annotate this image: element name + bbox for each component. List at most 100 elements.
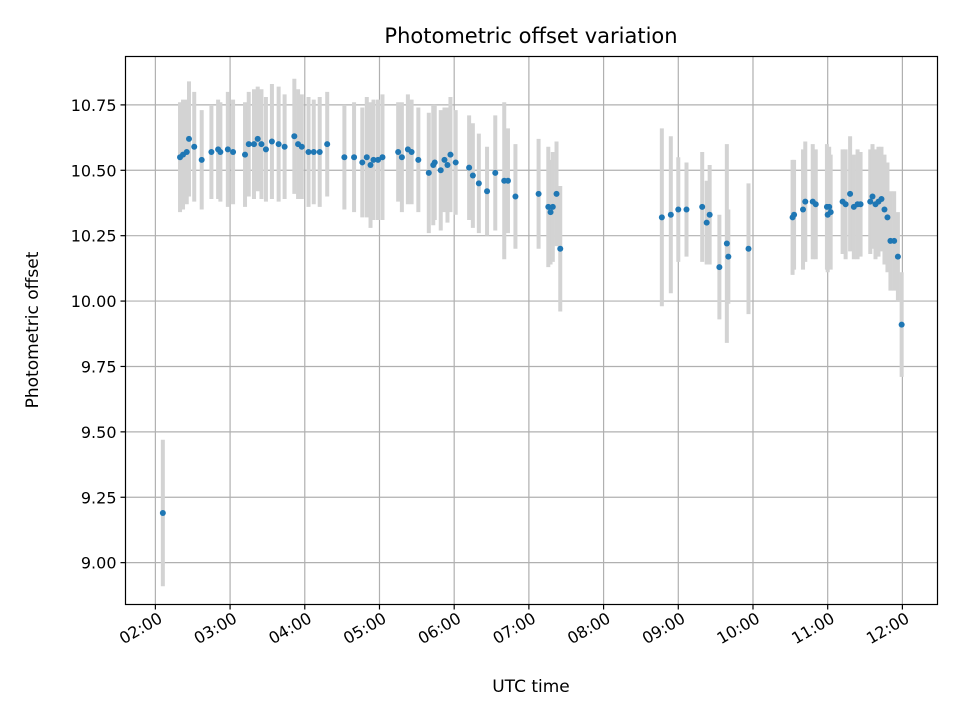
x-tick-label: 08:00 bbox=[564, 609, 613, 649]
data-point bbox=[447, 151, 454, 158]
data-point bbox=[800, 206, 807, 213]
data-point bbox=[683, 206, 690, 213]
data-point bbox=[867, 198, 874, 205]
data-point bbox=[466, 164, 473, 171]
data-point bbox=[359, 159, 366, 166]
data-point bbox=[469, 172, 476, 179]
data-point bbox=[667, 211, 674, 218]
data-point bbox=[370, 156, 377, 163]
data-point bbox=[557, 245, 564, 252]
grid-lines bbox=[125, 56, 938, 605]
data-point bbox=[826, 203, 833, 210]
data-point bbox=[379, 154, 386, 161]
data-point bbox=[475, 180, 482, 187]
x-tick-label: 12:00 bbox=[863, 609, 912, 649]
data-point bbox=[262, 146, 269, 153]
data-point bbox=[242, 151, 249, 158]
data-point bbox=[716, 264, 723, 271]
data-point bbox=[425, 169, 432, 176]
data-point bbox=[159, 509, 166, 516]
data-point bbox=[535, 190, 542, 197]
data-point bbox=[891, 237, 898, 244]
data-point bbox=[245, 141, 252, 148]
data-point bbox=[549, 203, 556, 210]
x-axis-ticks: 02:00 03:00 04:00 05:00 06:00 07:00 08:00 09:00… bbox=[116, 604, 912, 649]
x-tick-label: 02:00 bbox=[116, 609, 165, 649]
data-point bbox=[857, 201, 864, 208]
data-point bbox=[484, 188, 491, 195]
data-point bbox=[305, 148, 312, 155]
data-point bbox=[291, 133, 298, 140]
data-point bbox=[298, 143, 305, 150]
data-point bbox=[545, 203, 552, 210]
data-point bbox=[553, 190, 560, 197]
data-point bbox=[275, 141, 282, 148]
data-point bbox=[898, 321, 905, 328]
data-point bbox=[881, 206, 888, 213]
data-point bbox=[675, 206, 682, 213]
data-point bbox=[374, 156, 381, 163]
x-tick-label: 10:00 bbox=[714, 609, 763, 649]
data-point bbox=[452, 159, 459, 166]
data-point bbox=[492, 169, 499, 176]
data-point bbox=[723, 240, 730, 247]
chart-title: Photometric offset variation bbox=[384, 24, 677, 48]
x-tick-label: 05:00 bbox=[340, 609, 389, 649]
data-point bbox=[217, 148, 224, 155]
data-point bbox=[869, 193, 876, 200]
data-point bbox=[268, 138, 275, 145]
data-point bbox=[185, 135, 192, 142]
y-tick-label: 10.50 bbox=[71, 161, 117, 180]
data-point bbox=[230, 148, 237, 155]
data-point bbox=[281, 143, 288, 150]
data-point bbox=[324, 141, 331, 148]
data-point bbox=[437, 167, 444, 174]
data-point bbox=[398, 154, 405, 161]
error-bars bbox=[160, 78, 904, 587]
data-point bbox=[395, 148, 402, 155]
data-point bbox=[363, 154, 370, 161]
data-point bbox=[415, 156, 422, 163]
data-point bbox=[198, 156, 205, 163]
data-point bbox=[842, 201, 849, 208]
x-axis-title: UTC time bbox=[492, 677, 570, 697]
data-point bbox=[224, 146, 231, 153]
y-tick-label: 10.00 bbox=[71, 292, 117, 311]
x-tick-label: 04:00 bbox=[265, 609, 314, 649]
x-tick-label: 11:00 bbox=[788, 609, 837, 649]
plot-frame bbox=[124, 55, 939, 606]
data-point bbox=[745, 245, 752, 252]
data-point bbox=[812, 201, 819, 208]
data-point bbox=[183, 148, 190, 155]
data-point bbox=[250, 141, 257, 148]
data-point bbox=[547, 209, 554, 216]
data-point bbox=[441, 156, 448, 163]
data-point bbox=[444, 162, 451, 169]
data-point bbox=[802, 198, 809, 205]
x-tick-label: 09:00 bbox=[639, 609, 688, 649]
data-point bbox=[258, 141, 265, 148]
data-point bbox=[431, 159, 438, 166]
data-point bbox=[191, 143, 198, 150]
y-tick-label: 9.00 bbox=[81, 554, 117, 573]
y-tick-label: 10.75 bbox=[71, 96, 117, 115]
data-point bbox=[351, 154, 358, 161]
data-point bbox=[504, 177, 511, 184]
data-point bbox=[512, 193, 519, 200]
x-tick-label: 07:00 bbox=[489, 609, 538, 649]
y-axis-ticks: 9.00 9.25 9.50 9.75 10.00 10.25 10.50 10.75 bbox=[71, 96, 126, 573]
y-tick-label: 10.25 bbox=[71, 227, 117, 246]
y-tick-label: 9.50 bbox=[81, 423, 117, 442]
data-point bbox=[827, 209, 834, 216]
data-point bbox=[341, 154, 348, 161]
data-point bbox=[408, 148, 415, 155]
data-points bbox=[159, 133, 905, 516]
data-point bbox=[894, 253, 901, 260]
data-point bbox=[316, 148, 323, 155]
y-tick-label: 9.75 bbox=[81, 357, 117, 376]
y-tick-label: 9.25 bbox=[81, 488, 117, 507]
data-point bbox=[208, 148, 215, 155]
data-point bbox=[367, 162, 374, 169]
